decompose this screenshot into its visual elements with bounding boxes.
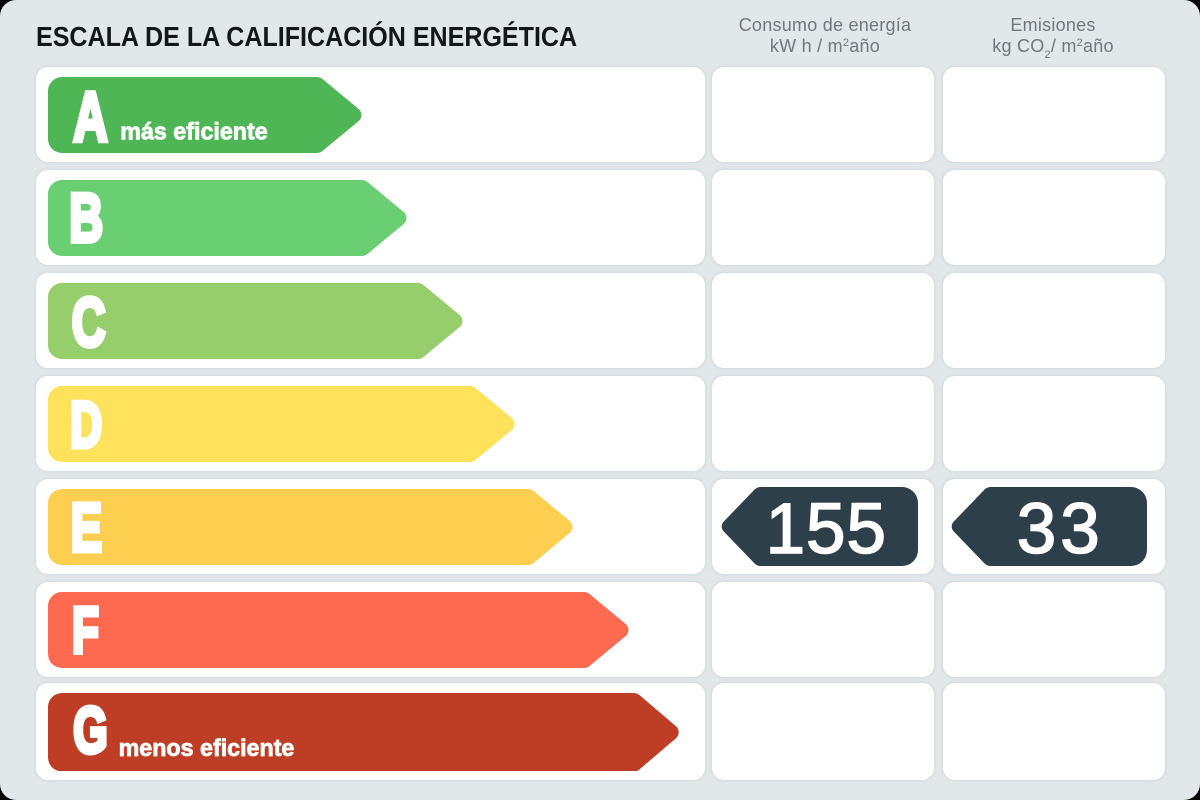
svg-text:B: B [69, 180, 103, 256]
svg-text:A: A [73, 77, 107, 152]
svg-text:E: E [71, 489, 102, 565]
svg-text:G: G [73, 693, 107, 766]
svg-text:F: F [72, 593, 99, 666]
svg-text:33: 33 [1017, 490, 1104, 566]
svg-text:más eficiente: más eficiente [120, 118, 267, 146]
svg-text:C: C [72, 284, 106, 359]
svg-text:155: 155 [766, 490, 887, 566]
svg-text:menos eficiente: menos eficiente [119, 734, 295, 762]
svg-text:D: D [70, 388, 102, 461]
